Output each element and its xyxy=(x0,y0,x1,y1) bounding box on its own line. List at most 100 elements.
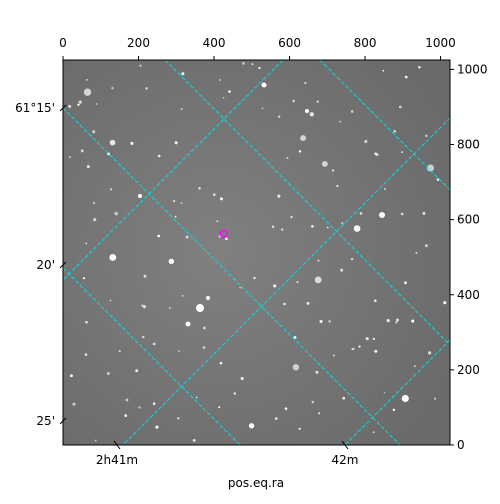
star xyxy=(248,423,255,429)
star xyxy=(106,371,110,375)
star xyxy=(359,212,363,215)
star xyxy=(168,258,175,265)
wcs-grid-line xyxy=(319,60,450,191)
star xyxy=(181,72,185,76)
star xyxy=(174,215,177,218)
dec-tick-label: 61°15' xyxy=(15,101,55,115)
star xyxy=(280,228,284,231)
star xyxy=(92,130,96,134)
star xyxy=(292,364,300,371)
star xyxy=(109,139,116,146)
star xyxy=(300,135,307,142)
star xyxy=(422,212,426,215)
star xyxy=(305,109,309,113)
star xyxy=(401,151,404,154)
star xyxy=(427,351,432,355)
star xyxy=(319,319,323,324)
star xyxy=(309,112,315,117)
star xyxy=(219,79,221,81)
star xyxy=(328,320,331,323)
star xyxy=(177,417,180,420)
star xyxy=(251,63,254,66)
frame xyxy=(62,59,451,446)
star xyxy=(290,216,293,219)
star xyxy=(296,281,299,284)
star xyxy=(395,318,399,322)
star xyxy=(68,104,72,108)
star xyxy=(372,431,375,434)
star xyxy=(219,197,223,201)
star xyxy=(411,319,415,323)
star xyxy=(118,350,121,353)
wcs-grid-line xyxy=(122,117,450,445)
x-axis-label: pos.eq.ra xyxy=(228,476,284,490)
star xyxy=(239,286,242,289)
star xyxy=(358,345,361,348)
star xyxy=(331,169,335,172)
star xyxy=(350,110,354,113)
star xyxy=(92,201,95,205)
star xyxy=(181,295,184,297)
star xyxy=(143,274,147,278)
star xyxy=(304,81,307,85)
star xyxy=(172,200,176,203)
star xyxy=(219,361,223,365)
star xyxy=(68,156,72,159)
star xyxy=(321,160,328,167)
star xyxy=(400,212,404,216)
y-tick-label: 800 xyxy=(457,138,480,152)
star xyxy=(174,141,178,145)
target-marker xyxy=(219,229,229,239)
star xyxy=(326,226,329,229)
star xyxy=(138,406,141,409)
star xyxy=(225,237,228,241)
star xyxy=(364,139,368,144)
star xyxy=(415,251,418,254)
star xyxy=(293,336,297,339)
dec-tick xyxy=(59,104,67,112)
star xyxy=(274,417,278,420)
dec-tick xyxy=(59,417,67,425)
star xyxy=(124,414,128,417)
star xyxy=(130,141,134,145)
star xyxy=(196,304,204,312)
star xyxy=(374,349,378,353)
star xyxy=(383,187,387,190)
star xyxy=(206,296,210,300)
star xyxy=(185,235,189,239)
star xyxy=(110,188,113,191)
star xyxy=(93,218,97,222)
star xyxy=(418,66,421,69)
star xyxy=(292,99,296,103)
star xyxy=(350,257,354,261)
star xyxy=(352,347,355,350)
star xyxy=(393,129,397,133)
star xyxy=(142,335,145,339)
star xyxy=(142,305,146,309)
star xyxy=(261,82,267,88)
star xyxy=(125,398,129,402)
star xyxy=(85,78,88,81)
dec-tick xyxy=(59,261,67,269)
star xyxy=(317,259,320,262)
star xyxy=(77,103,80,107)
star xyxy=(180,108,183,111)
star xyxy=(383,391,386,394)
star xyxy=(195,396,198,399)
star xyxy=(109,299,112,302)
star xyxy=(401,394,409,403)
sky-image xyxy=(63,60,450,445)
star xyxy=(339,120,342,123)
star xyxy=(157,234,161,238)
star xyxy=(240,376,244,381)
star xyxy=(374,152,377,156)
star xyxy=(141,304,144,307)
star xyxy=(425,134,428,138)
wcs-grid-line xyxy=(63,60,284,281)
star xyxy=(286,157,289,160)
star xyxy=(222,96,225,99)
x-tick-label: 400 xyxy=(203,36,226,50)
star xyxy=(109,254,117,261)
star xyxy=(152,402,156,405)
